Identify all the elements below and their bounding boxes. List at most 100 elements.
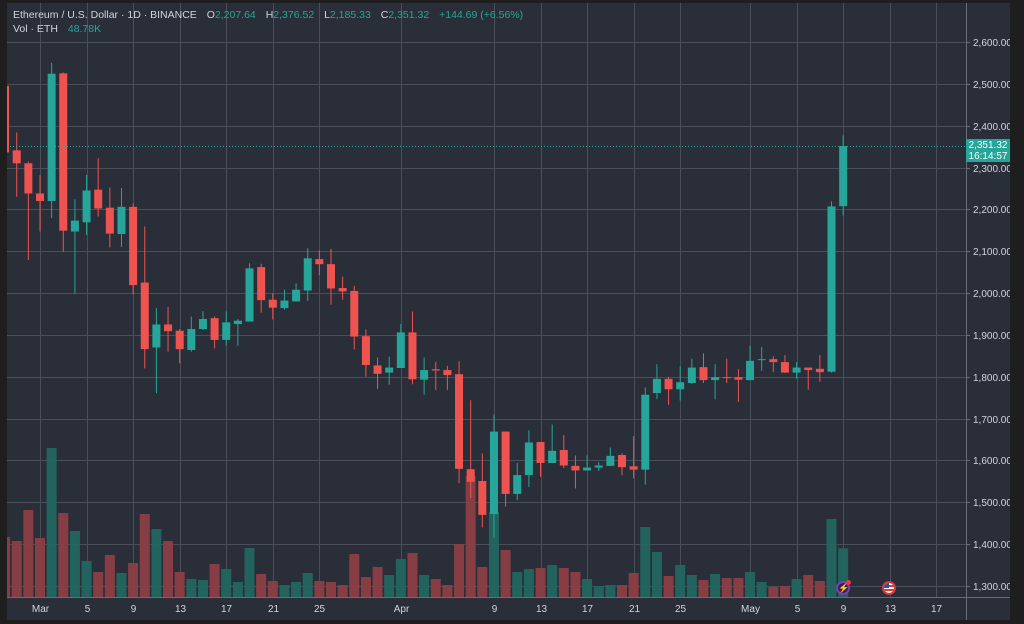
chart-background <box>7 3 1010 620</box>
time-tick-label: 17 <box>931 604 943 615</box>
price-axis[interactable]: 2,600.00 2,500.00 2,400.00 2,300.00 2,200.00… <box>966 38 1012 593</box>
volume-bar <box>651 552 662 597</box>
candle-body <box>606 455 615 466</box>
candle-body <box>711 377 720 381</box>
volume-bar <box>570 572 581 597</box>
candle-body <box>198 318 207 330</box>
symbol-title[interactable]: Ethereum / U.S. Dollar · 1D · BINANCE <box>13 9 197 21</box>
candle-body <box>59 73 68 231</box>
high-value: 2,376.52 <box>273 9 315 21</box>
volume-bar <box>535 568 546 597</box>
candle-body <box>385 367 394 373</box>
volume-bar <box>349 554 360 597</box>
volume-bar <box>209 564 220 597</box>
candle-body <box>443 370 452 376</box>
candle-body <box>548 450 557 463</box>
candle-body <box>489 431 498 515</box>
right-edge <box>1010 0 1024 624</box>
candle-body <box>722 377 731 379</box>
volume-label[interactable]: Vol · ETH <box>13 23 58 35</box>
candle-body <box>210 318 219 340</box>
price-tick-label: 1,300.00 <box>973 582 1012 593</box>
flag-canton <box>884 583 889 588</box>
volume-bar <box>93 572 104 597</box>
candle-body <box>257 267 266 301</box>
volume-bar <box>675 565 686 597</box>
volume-bar <box>628 573 639 597</box>
time-tick-label: 5 <box>795 604 801 615</box>
close-value: 2,351.32 <box>388 9 430 21</box>
volume-bar <box>430 579 441 597</box>
change-percent: (+6.56%) <box>480 9 524 21</box>
volume-value: 48.78K <box>67 23 102 35</box>
time-tick-label: 5 <box>85 604 91 615</box>
volume-bar <box>605 585 616 597</box>
volume-bar <box>139 514 150 597</box>
candle-body <box>746 360 755 381</box>
volume-bar <box>756 582 767 597</box>
candle-body <box>280 300 289 309</box>
volume-bar <box>46 448 57 597</box>
candle-body <box>105 207 114 234</box>
candle-body <box>594 465 603 468</box>
us-flag-event-icon[interactable] <box>882 581 896 595</box>
volume-bar <box>814 581 825 597</box>
volume-bar <box>360 577 371 597</box>
candle-body <box>687 367 696 384</box>
candle-body <box>501 431 510 494</box>
candle-body <box>268 299 277 308</box>
volume-bar <box>733 578 744 597</box>
candle-body <box>117 206 126 235</box>
volume-bar <box>698 580 709 597</box>
candle-body <box>187 329 196 350</box>
candle-body <box>140 282 149 350</box>
volume-bar <box>232 582 243 597</box>
price-tick-label: 2,100.00 <box>973 247 1012 258</box>
volume-bar <box>326 582 336 597</box>
candle-body <box>82 190 91 223</box>
lightning-event-icon[interactable]: ⚡ <box>836 580 851 595</box>
time-tick-label: 13 <box>885 604 897 615</box>
time-tick-label: 13 <box>536 604 548 615</box>
price-tick-label: 1,500.00 <box>973 498 1012 509</box>
open-value: 2,207.64 <box>214 9 256 21</box>
volume-bar <box>395 559 406 597</box>
candle-body <box>629 466 638 470</box>
price-tick-label: 1,700.00 <box>973 415 1012 426</box>
candle-body <box>466 469 475 482</box>
time-tick-label: Mar <box>32 604 50 615</box>
volume-bar <box>11 541 22 597</box>
last-price-tag: 2,351.32 16:14:57 <box>966 139 1010 162</box>
flag-stripe <box>884 585 894 587</box>
time-tick-label: 25 <box>675 604 687 615</box>
time-tick-label: 9 <box>131 604 137 615</box>
candle-body <box>327 264 335 289</box>
volume-bar <box>174 572 185 597</box>
time-tick-label: Apr <box>394 604 410 615</box>
candle-body <box>839 146 848 207</box>
volume-bar <box>337 585 348 597</box>
time-tick-label: 21 <box>268 604 280 615</box>
volume-bar <box>221 569 232 597</box>
time-axis[interactable]: Mar 5 9 13 17 21 25 Apr 9 13 17 21 25 May 5 9 13 17 <box>32 604 943 615</box>
time-tick-label: 17 <box>582 604 594 615</box>
candle-body <box>303 258 312 291</box>
volume-bar <box>710 574 721 597</box>
volume-bar <box>465 476 476 597</box>
volume-bar <box>302 573 313 597</box>
price-tick-label: 1,900.00 <box>973 331 1012 342</box>
volume-bar <box>686 575 697 597</box>
bottom-edge <box>0 620 1024 624</box>
candle-body <box>827 206 836 372</box>
candle-body <box>699 367 708 381</box>
candle-body <box>513 475 522 494</box>
close-label: C <box>380 9 389 21</box>
candle-body <box>94 189 103 209</box>
volume-bar <box>291 582 302 597</box>
price-tick-label: 2,300.00 <box>973 164 1012 175</box>
volume-bar <box>838 548 849 597</box>
volume-bar <box>372 567 383 597</box>
volume-bar <box>547 565 558 597</box>
flag-stripe <box>884 589 894 591</box>
